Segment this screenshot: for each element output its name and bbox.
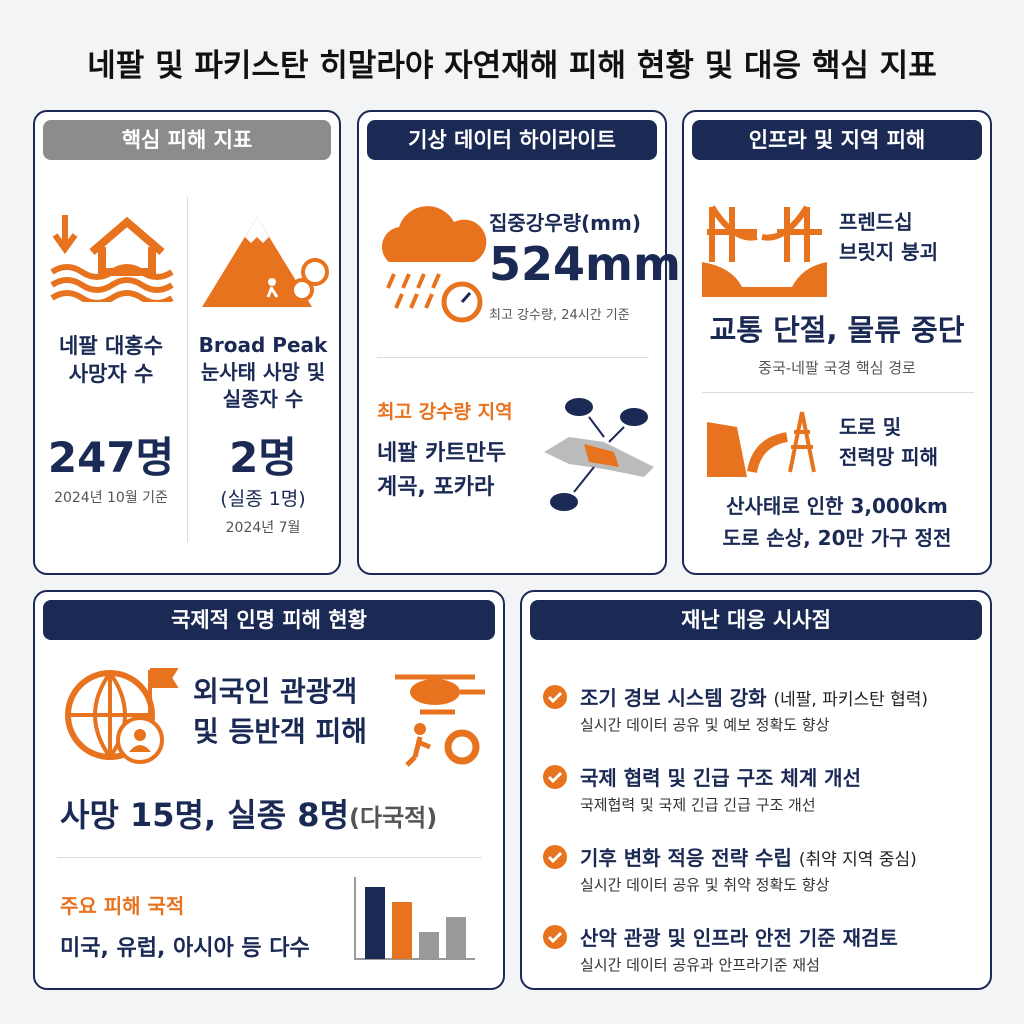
item-label: Broad Peak [198,333,328,357]
check-icon [543,685,567,709]
globe-icon [65,668,179,764]
panel-header: 재난 대응 시사점 [530,600,982,640]
response-title-text: 기후 변화 적응 전략 수립 [580,846,792,870]
infra-panel: 인프라 및 지역 피해 프렌드십 브릿지 붕괴 교통 단절, 물류 중단 중국-… [682,110,992,575]
item-value: 2명 [229,433,297,482]
map-icon [544,398,654,511]
item-sub: (실종 1명) [220,488,306,510]
response-title-text: 조기 경보 시스템 강화 [580,686,767,710]
response-panel: 재난 대응 시사점 조기 경보 시스템 강화 (네팔, 파키스탄 협력) 실시간 … [520,590,992,990]
panel-header: 기상 데이터 하이라이트 [367,120,657,160]
region-line: 네팔 카트만두 [377,441,507,466]
headline-note: 중국-네팔 국경 핵심 경로 [758,359,916,377]
nationality-title: 주요 피해 국적 [60,894,185,918]
nationality: 미국, 유럽, 아시아 등 다수 [60,936,310,961]
decorative-bars [354,877,475,960]
response-title: 국제 협력 및 긴급 구조 체계 개선 [580,762,861,791]
item-note: 2024년 10월 기준 [54,490,168,506]
item-note: 2024년 7월 [225,520,301,536]
item-label: 사망자 수 [68,362,154,386]
stats-note: (다국적) [349,804,438,832]
check-icon [543,845,567,869]
avalanche-icon [202,217,329,307]
item-label: 실종자 수 [222,387,304,411]
international-panel: 국제적 인명 피해 현황 외국인 관광객 및 등반객 피해 사망 15명, 실종… [33,590,505,990]
item-label: 전력망 피해 [839,445,938,469]
response-desc: 국제협력 및 국제 긴급 긴급 구조 개선 [580,796,816,814]
metric-value: 524mm [489,237,681,291]
response-title: 기후 변화 적응 전략 수립 (취약 지역 중심) [580,842,917,871]
item-label: 도로 및 [839,415,902,439]
metric-label: 집중강우량(mm) [489,211,641,235]
response-desc: 실시간 데이터 공유 및 취약 정확도 향상 [580,876,830,894]
bridge-icon [702,205,827,297]
panel-header: 인프라 및 지역 피해 [692,120,982,160]
item-label: 프렌드십 [839,210,913,234]
response-note: (취약 지역 중심) [798,850,917,870]
panel-header: 핵심 피해 지표 [43,120,331,160]
region-line: 계곡, 포카라 [377,475,495,500]
response-desc: 실시간 데이터 공유과 안프라기준 재섬 [580,956,820,974]
road-icon [707,411,816,477]
check-icon [543,925,567,949]
item-label: 브릿지 붕괴 [839,240,938,264]
response-title-text: 산악 관광 및 인프라 안전 기준 재검토 [580,926,898,950]
response-title: 조기 경보 시스템 강화 (네팔, 파키스탄 협력) [580,682,928,711]
response-desc: 실시간 데이터 공유 및 예보 정확도 향상 [580,716,830,734]
rescue-icon [395,674,485,767]
page-title: 네팔 및 파키스탄 히말라야 자연재해 피해 현황 및 대응 핵심 지표 [87,48,937,84]
metric-note: 최고 강수량, 24시간 기준 [489,308,630,323]
region-title: 최고 강수량 지역 [377,401,513,423]
flood-icon [50,215,174,302]
weather-panel: 기상 데이터 하이라이트 집중강우량(mm) 524mm 최고 강수량, 24시… [357,110,681,575]
heading-line: 외국인 관광객 [193,675,358,708]
detail-line: 도로 손상, 20만 가구 정전 [722,526,952,550]
response-title-text: 국제 협력 및 긴급 구조 체계 개선 [580,766,861,790]
check-icon [543,765,567,789]
rain-icon [381,206,487,323]
detail-line: 산사태로 인한 3,000km [726,494,948,518]
item-label: 네팔 대홍수 [59,334,163,358]
heading-line: 및 등반객 피해 [193,715,368,748]
panel-header: 국제적 인명 피해 현황 [43,600,495,640]
item-label: 눈사태 사망 및 [200,360,326,384]
damage-panel: 핵심 피해 지표 네팔 대홍수 사망자 수 247명 2024년 10월 기준 … [33,110,341,575]
stats: 사망 15명, 실종 8명 [60,796,350,834]
response-title: 산악 관광 및 인프라 안전 기준 재검토 [580,922,898,951]
item-value: 247명 [47,433,175,482]
response-note: (네팔, 파키스탄 협력) [773,690,929,710]
headline: 교통 단절, 물류 중단 [709,313,965,347]
